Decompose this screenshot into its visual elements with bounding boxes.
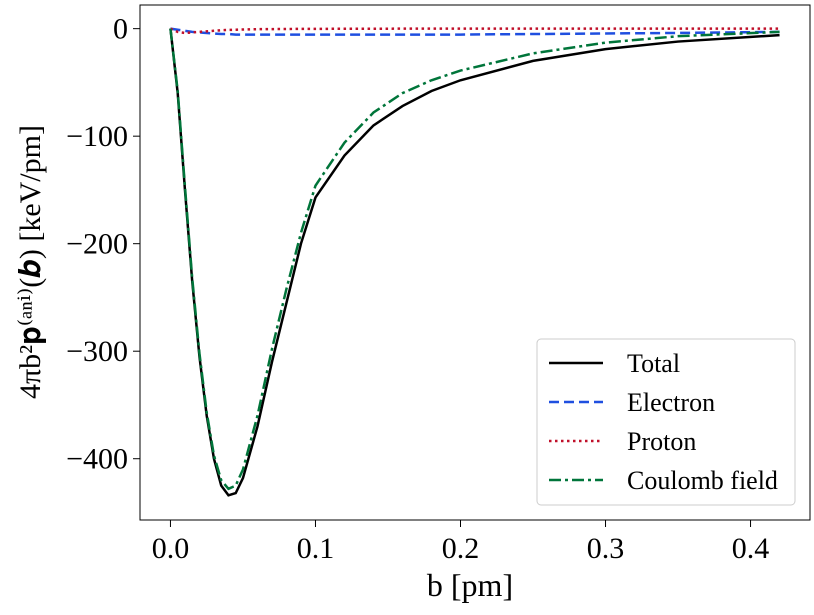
plot-lines	[169, 27, 780, 497]
x-tick-label: 0.0	[152, 532, 190, 565]
x-axis-label: b [pm]	[427, 567, 513, 603]
x-tick-label: 0.4	[732, 532, 770, 565]
legend-label: Total	[627, 349, 680, 378]
y-axis-label: 4πb²𝐩⁽ᵃⁿⁱ⁾(𝒃) [keV/pm]	[14, 125, 47, 399]
y-tick-label: −400	[66, 443, 128, 476]
y-tick-label: −300	[66, 335, 128, 368]
x-tick-label: 0.1	[297, 532, 335, 565]
y-tick-label: 0	[113, 13, 128, 46]
y-tick-label: −100	[66, 120, 128, 153]
series-line	[169, 27, 780, 35]
plot-frame	[139, 4, 811, 521]
legend-box	[536, 338, 796, 506]
x-tick-label: 0.3	[587, 532, 625, 565]
legend-label: Coulomb field	[627, 466, 778, 495]
y-tick-label: −200	[66, 228, 128, 261]
legend-label: Electron	[627, 388, 715, 417]
x-tick-label: 0.2	[442, 532, 480, 565]
series-line	[169, 28, 780, 491]
legend-label: Proton	[627, 427, 696, 456]
series-line	[170, 27, 780, 36]
